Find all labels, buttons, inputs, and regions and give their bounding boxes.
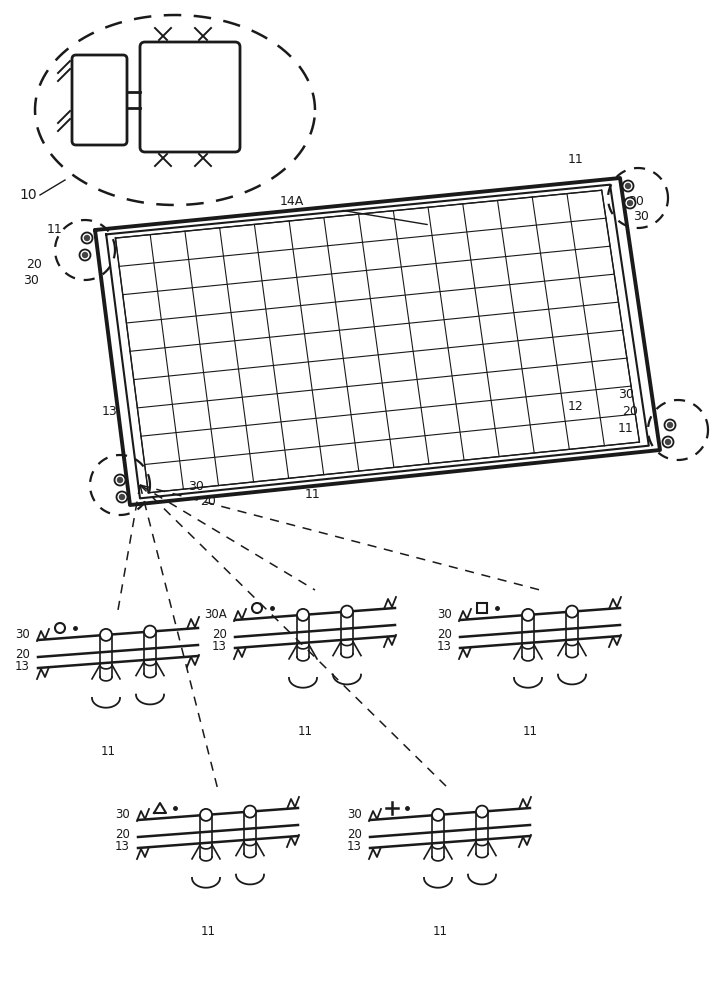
Circle shape (624, 198, 635, 209)
Text: 20: 20 (437, 628, 452, 641)
Text: 30: 30 (348, 808, 362, 822)
Circle shape (79, 249, 90, 260)
Circle shape (627, 200, 632, 206)
Text: 30A: 30A (204, 608, 227, 621)
Text: 10: 10 (19, 188, 37, 202)
Text: 13: 13 (437, 640, 452, 652)
Circle shape (432, 809, 444, 821)
Circle shape (100, 629, 112, 641)
Circle shape (200, 809, 212, 821)
Circle shape (662, 436, 673, 448)
Text: 30: 30 (633, 210, 649, 223)
Circle shape (81, 232, 92, 243)
Text: 30: 30 (618, 388, 634, 401)
Text: 13: 13 (15, 660, 30, 672)
Text: 11: 11 (305, 488, 321, 501)
Text: 11: 11 (618, 422, 634, 435)
Text: 11: 11 (433, 925, 448, 938)
Text: 11: 11 (568, 153, 584, 166)
Circle shape (622, 180, 633, 192)
Polygon shape (154, 803, 166, 813)
Text: 20: 20 (628, 195, 644, 208)
Circle shape (252, 603, 262, 613)
FancyBboxPatch shape (140, 42, 240, 152)
Text: 13: 13 (212, 640, 227, 652)
Text: 11: 11 (297, 725, 313, 738)
Text: 30: 30 (437, 608, 452, 621)
Circle shape (566, 606, 578, 618)
FancyBboxPatch shape (72, 55, 127, 145)
Text: 11: 11 (523, 725, 537, 738)
Text: 30: 30 (15, 629, 30, 642)
Circle shape (116, 491, 127, 502)
Text: 13: 13 (115, 840, 130, 852)
Circle shape (119, 494, 124, 499)
Text: 11: 11 (100, 745, 116, 758)
Circle shape (55, 623, 65, 633)
Circle shape (665, 440, 670, 444)
Text: 30: 30 (23, 274, 39, 287)
Circle shape (667, 422, 672, 428)
Circle shape (297, 609, 309, 621)
Text: 11: 11 (201, 925, 215, 938)
Circle shape (664, 420, 675, 430)
Text: 30: 30 (188, 480, 204, 493)
Text: 13: 13 (347, 840, 362, 852)
Circle shape (82, 252, 87, 257)
Circle shape (118, 478, 123, 483)
Circle shape (114, 475, 126, 486)
Text: 20: 20 (212, 628, 227, 641)
Text: 30: 30 (116, 808, 130, 822)
Text: 14A: 14A (280, 195, 305, 208)
Text: 11: 11 (47, 223, 63, 236)
Text: 20: 20 (26, 258, 42, 271)
Text: 12: 12 (568, 400, 584, 413)
Text: 13: 13 (102, 405, 118, 418)
Text: 20: 20 (15, 648, 30, 660)
Circle shape (341, 606, 353, 618)
Text: 20: 20 (347, 828, 362, 840)
Text: 20: 20 (115, 828, 130, 840)
Bar (477, 603, 487, 613)
Circle shape (625, 184, 630, 188)
Circle shape (476, 806, 488, 818)
Polygon shape (95, 178, 660, 505)
Circle shape (522, 609, 534, 621)
Circle shape (144, 626, 156, 638)
Text: 20: 20 (200, 495, 216, 508)
Circle shape (84, 235, 89, 240)
Text: 20: 20 (622, 405, 638, 418)
Circle shape (244, 806, 256, 818)
